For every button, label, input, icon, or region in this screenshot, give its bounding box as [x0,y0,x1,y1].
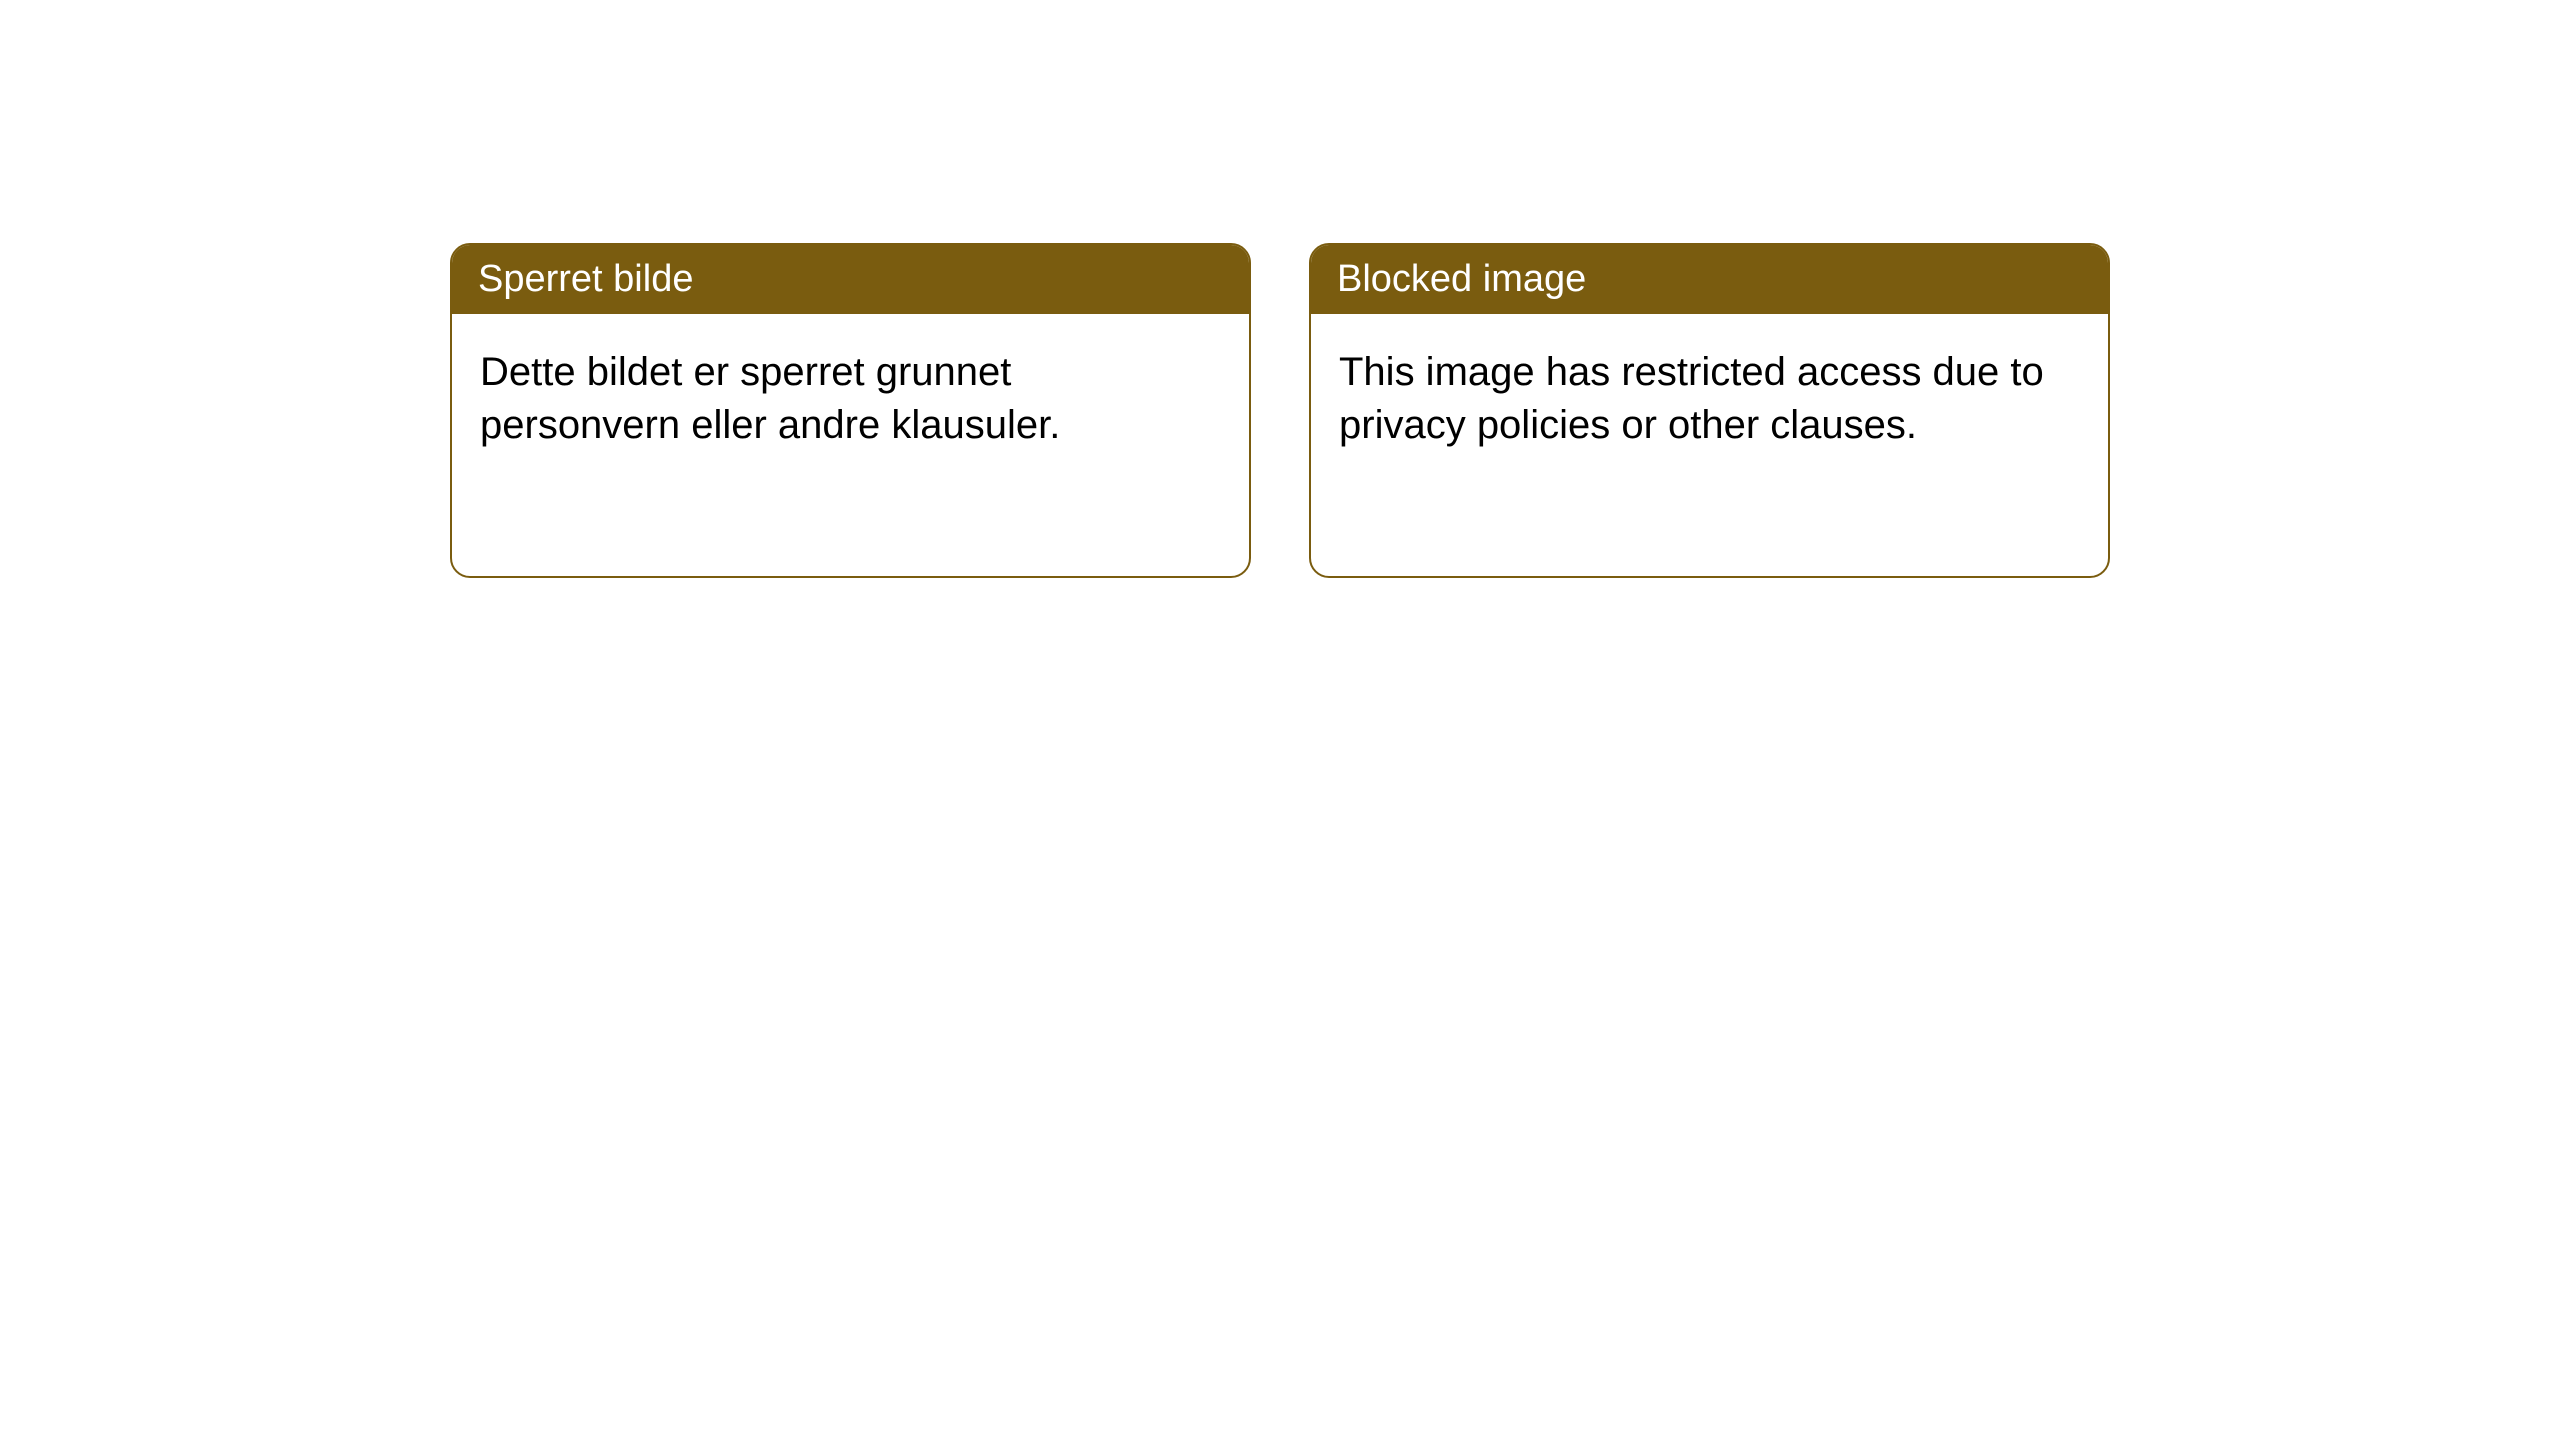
card-body-english: This image has restricted access due to … [1311,314,2108,484]
card-text-english: This image has restricted access due to … [1339,350,2044,447]
blocked-image-card-norwegian: Sperret bilde Dette bildet er sperret gr… [450,243,1251,578]
card-title-english: Blocked image [1337,258,1586,300]
card-text-norwegian: Dette bildet er sperret grunnet personve… [480,350,1060,447]
card-header-norwegian: Sperret bilde [452,245,1249,314]
card-header-english: Blocked image [1311,245,2108,314]
card-body-norwegian: Dette bildet er sperret grunnet personve… [452,314,1249,484]
blocked-image-card-english: Blocked image This image has restricted … [1309,243,2110,578]
notice-container: Sperret bilde Dette bildet er sperret gr… [450,243,2110,578]
card-title-norwegian: Sperret bilde [478,258,693,300]
